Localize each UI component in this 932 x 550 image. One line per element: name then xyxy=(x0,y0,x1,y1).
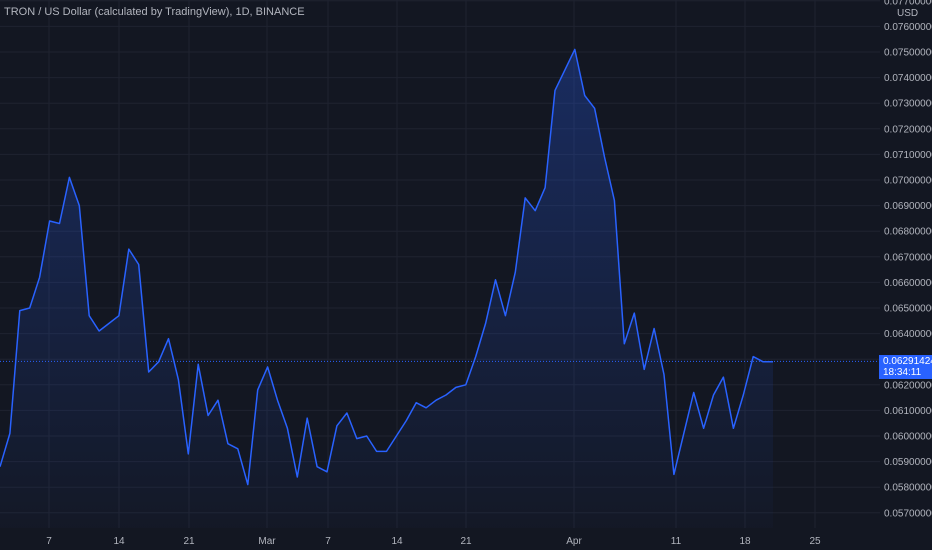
time-tick-label: 21 xyxy=(183,536,195,547)
time-tick-label: 14 xyxy=(113,536,125,547)
last-price-badge: 0.06291424 18:34:11 xyxy=(879,355,932,380)
price-tick-label: 0.07000000 xyxy=(884,176,932,187)
price-tick-label: 0.05800000 xyxy=(884,483,932,494)
price-tick-label: 0.07400000 xyxy=(884,73,932,84)
time-tick-label: 7 xyxy=(325,536,331,547)
price-tick-label: 0.07700000 xyxy=(884,0,932,7)
price-tick-label: 0.06600000 xyxy=(884,278,932,289)
symbol-title: TRON / US Dollar (calculated by TradingV… xyxy=(4,6,305,18)
last-price-value: 0.06291424 xyxy=(883,356,932,368)
price-tick-label: 0.07500000 xyxy=(884,48,932,59)
price-tick-label: 0.06800000 xyxy=(884,227,932,238)
price-tick-label: 0.05700000 xyxy=(884,508,932,519)
price-area-fill xyxy=(0,49,773,529)
price-tick-label: 0.06200000 xyxy=(884,380,932,391)
time-tick-label: Apr xyxy=(566,536,582,547)
price-tick-label: 0.06500000 xyxy=(884,304,932,315)
time-tick-label: 14 xyxy=(391,536,403,547)
price-tick-label: 0.07200000 xyxy=(884,124,932,135)
time-tick-label: 18 xyxy=(739,536,751,547)
price-tick-label: 0.06700000 xyxy=(884,252,932,263)
time-axis[interactable]: 7 14 21 Mar 7 14 21 Apr 11 18 25 xyxy=(46,536,821,547)
price-line xyxy=(0,48,773,486)
time-tick-label: 25 xyxy=(809,536,821,547)
price-tick-label: 0.06100000 xyxy=(884,406,932,417)
time-tick-label: 7 xyxy=(46,536,52,547)
time-tick-label: 21 xyxy=(460,536,472,547)
currency-label: USD xyxy=(897,8,919,19)
bar-countdown: 18:34:11 xyxy=(883,367,922,379)
price-tick-label: 0.06000000 xyxy=(884,432,932,443)
price-tick-label: 0.07100000 xyxy=(884,150,932,161)
price-tick-label: 0.06900000 xyxy=(884,201,932,212)
price-axis[interactable]: 0.05700000 0.05800000 0.05900000 0.06000000… xyxy=(884,0,932,519)
price-tick-label: 0.05900000 xyxy=(884,457,932,468)
price-tick-label: 0.07300000 xyxy=(884,99,932,110)
time-tick-label: 11 xyxy=(671,536,682,547)
price-tick-label: 0.07600000 xyxy=(884,22,932,33)
time-tick-label: Mar xyxy=(258,536,276,547)
price-tick-label: 0.06400000 xyxy=(884,329,932,340)
